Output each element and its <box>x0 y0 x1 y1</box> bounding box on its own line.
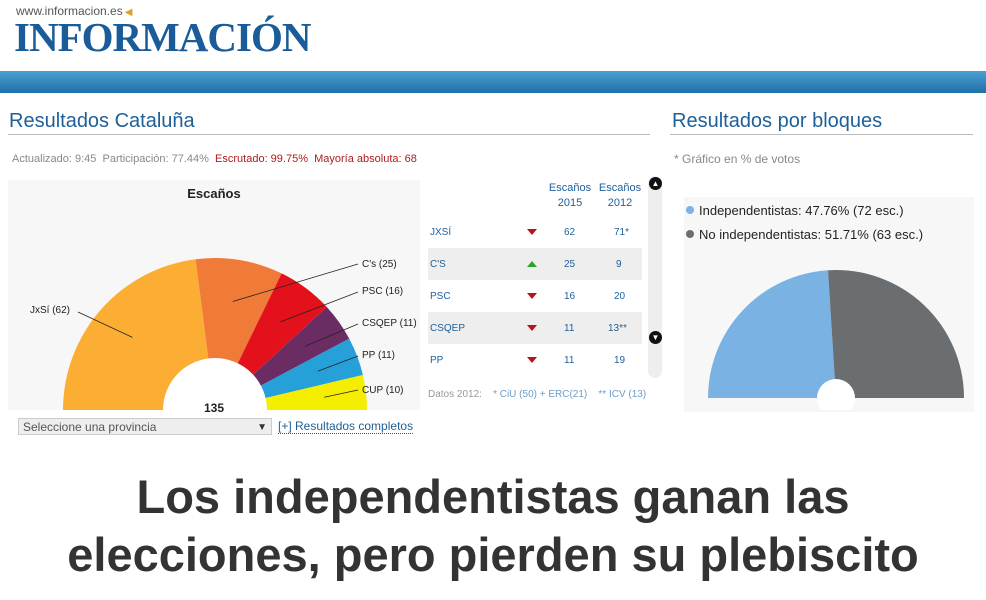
total-seats: 135 <box>204 401 225 415</box>
blocks-chart-hole <box>817 379 855 410</box>
seats-2012: 13** <box>608 323 627 334</box>
headline[interactable]: Los independentistas ganan las eleccione… <box>0 468 986 584</box>
blocks-slice-no-independentistas <box>828 270 964 398</box>
leader-line <box>324 389 359 398</box>
province-select-value: Seleccione una provincia <box>23 420 157 434</box>
results-meta: Actualizado: 9:45 Participación: 77.44% … <box>12 153 417 165</box>
leader-line <box>304 323 359 347</box>
table-scrollbar[interactable] <box>648 176 662 378</box>
table-row[interactable]: PP 11 19 <box>428 344 642 376</box>
blocks-slice-independentistas <box>708 270 836 398</box>
table-row[interactable]: CSQEP 11 13** <box>428 312 642 344</box>
seats-2015: 11 <box>564 355 575 366</box>
label-cup: CUP (10) <box>362 385 404 396</box>
label-pp: PP (11) <box>362 350 395 361</box>
footnote-2012-ciu-erc: * CiU (50) + ERC(21) <box>493 389 588 400</box>
leader-line <box>77 311 133 338</box>
party-name: PP <box>430 355 444 366</box>
legend-dot-icon <box>686 230 694 238</box>
party-name: C'S <box>430 259 446 270</box>
trend-down-icon <box>527 229 537 235</box>
absolute-majority: Mayoría absoluta: 68 <box>314 153 417 165</box>
headline-line-1: Los independentistas ganan las <box>136 470 850 523</box>
table-row[interactable]: JXSÍ 62 71* <box>428 216 642 248</box>
leader-line <box>280 291 359 323</box>
province-select[interactable]: Seleccione una provincia ▼ <box>18 418 272 435</box>
legend-independentistas: Independentistas: 47.76% (72 esc.) <box>686 203 904 218</box>
col-header-2015-l1: Escaños <box>548 182 592 194</box>
label-jxsi: JxSí (62) <box>30 305 71 316</box>
seats-2015: 11 <box>564 323 575 334</box>
label-cs: C's (25) <box>362 259 397 270</box>
scroll-down-icon[interactable]: ▼ <box>649 331 662 344</box>
legend-text: No independentistas: 51.71% (63 esc.) <box>699 227 924 242</box>
col-header-2012-l2: 2012 <box>607 197 633 209</box>
participation: Participación: 77.44% <box>102 153 209 165</box>
site-logo[interactable]: INFORMACIÓN <box>14 14 311 60</box>
blocks-title: Resultados por bloques <box>672 110 883 132</box>
col-header-2012-l1: Escaños <box>598 182 642 194</box>
col-header-2015-l2: 2015 <box>557 197 583 209</box>
trend-down-icon <box>527 325 537 331</box>
section-divider <box>670 134 973 135</box>
seats-2012: 71* <box>614 227 630 238</box>
col-header-2015: Escaños 2015 <box>544 181 596 211</box>
legend-dot-icon <box>686 206 694 214</box>
seats-chart <box>63 258 367 420</box>
headline-line-2: elecciones, pero pierden su plebiscito <box>67 528 919 581</box>
scrutinized: Escrutado: 99.75% <box>215 153 308 165</box>
party-name: CSQEP <box>430 323 466 334</box>
top-nav-bar <box>0 71 986 93</box>
site-url[interactable]: www.informacion.es ◀ <box>16 4 133 18</box>
blocks-note: * Gráfico en % de votos <box>674 152 801 166</box>
seats-2015: 16 <box>564 291 576 302</box>
seats-chart-title: Escaños <box>187 186 241 201</box>
leader-line <box>232 263 359 302</box>
label-csqep: CSQEP (11) <box>362 318 417 329</box>
chevron-down-icon: ▼ <box>257 422 267 433</box>
seats-2012: 9 <box>616 259 622 270</box>
full-results-link[interactable]: [+] Resultados completos <box>278 419 414 434</box>
legend-text: Independentistas: 47.76% (72 esc.) <box>699 203 904 218</box>
table-row[interactable]: PSC 16 20 <box>428 280 642 312</box>
footnote-2012-icv: ** ICV (13) <box>598 389 647 400</box>
leader-line <box>317 355 359 372</box>
section-divider <box>8 134 650 135</box>
seats-chart-hole <box>163 358 267 420</box>
label-psc: PSC (16) <box>362 286 404 297</box>
seats-2012: 19 <box>614 355 626 366</box>
seats-slice-jxs <box>63 259 215 410</box>
trend-down-icon <box>527 357 537 363</box>
seats-2015: 62 <box>564 227 576 238</box>
blocks-chart <box>708 270 964 410</box>
trend-down-icon <box>527 293 537 299</box>
footnote-label: Datos 2012: <box>428 389 482 400</box>
table-row[interactable]: C'S 25 9 <box>428 248 642 280</box>
party-name: PSC <box>430 291 451 302</box>
scroll-up-icon[interactable]: ▲ <box>649 177 662 190</box>
seats-2015: 25 <box>564 259 576 270</box>
table-footnote: Datos 2012: * CiU (50) + ERC(21) ** ICV … <box>428 389 646 400</box>
updated-time: Actualizado: 9:45 <box>12 153 97 165</box>
arrow-left-icon: ◀ <box>124 7 133 18</box>
trend-up-icon <box>527 261 537 267</box>
party-name: JXSÍ <box>430 227 452 238</box>
results-title: Resultados Cataluña <box>9 110 195 132</box>
col-header-2012: Escaños 2012 <box>594 181 646 211</box>
seats-2012: 20 <box>614 291 626 302</box>
legend-no-independentistas: No independentistas: 51.71% (63 esc.) <box>686 227 923 242</box>
